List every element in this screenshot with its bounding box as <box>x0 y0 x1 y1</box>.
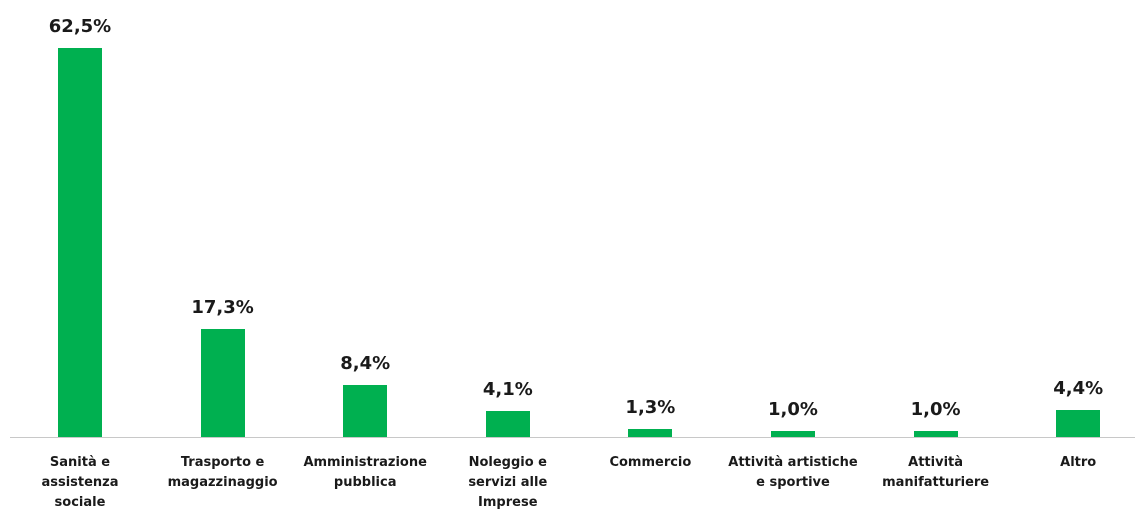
data-label: 62,5% <box>48 16 112 37</box>
data-label: 1,0% <box>910 398 961 420</box>
bar <box>343 384 388 437</box>
bar <box>200 329 245 437</box>
x-tick-label: Trasporto e magazzinaggio <box>167 455 278 490</box>
x-axis-line <box>10 437 1135 438</box>
data-label: 1,0% <box>768 398 818 420</box>
bar <box>1056 409 1101 437</box>
bar <box>913 430 958 437</box>
x-tick-label: Commercio <box>609 455 692 470</box>
x-tick-label: Attività artistiche e sportive <box>728 455 858 490</box>
data-label: 17,3% <box>191 297 254 319</box>
bar <box>771 430 815 437</box>
data-label: 8,4% <box>340 352 391 374</box>
x-tick-label: Attività manifatturiere <box>882 455 990 490</box>
x-tick-label: Sanità e assistenza sociale <box>41 455 119 510</box>
bar <box>628 428 673 437</box>
data-label: 4,4% <box>1053 377 1104 399</box>
x-tick-label: Altro <box>1060 455 1097 470</box>
data-label: 4,1% <box>482 379 533 401</box>
x-tick-label: Noleggio e servizi alle Imprese <box>468 455 548 510</box>
bar <box>485 411 530 437</box>
data-label: 1,3% <box>625 396 676 418</box>
x-tick-label: Amministrazione pubblica <box>303 455 427 490</box>
bar <box>58 48 102 437</box>
